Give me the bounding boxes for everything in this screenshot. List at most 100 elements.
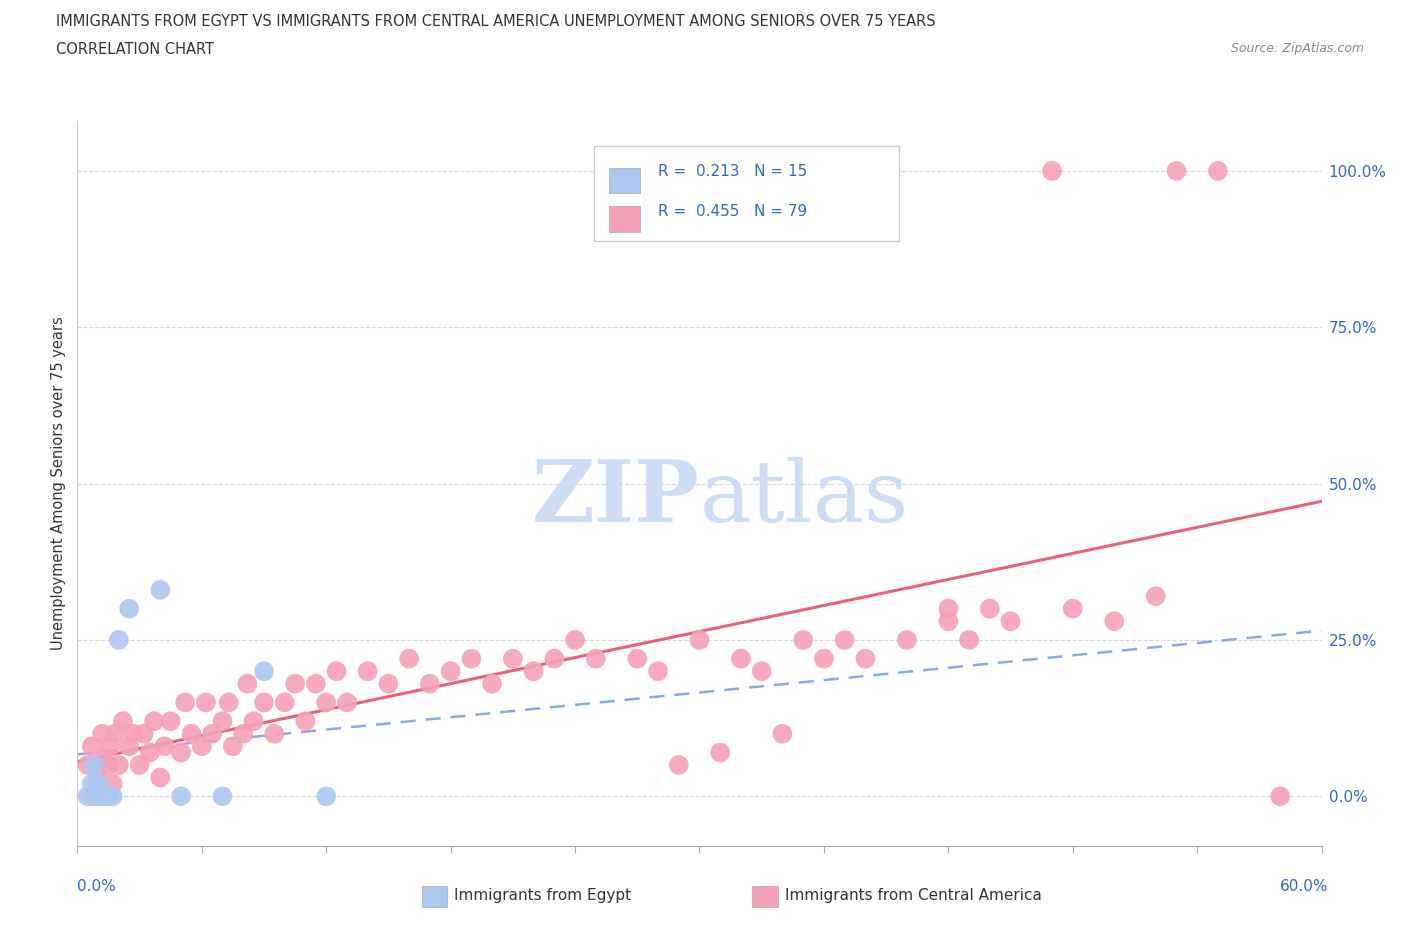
Point (87, 777, 110, 791)
Point (377, 676, 399, 691)
Point (1166, 164, 1188, 179)
Point (91, 726, 114, 741)
Point (440, 664, 463, 679)
Point (523, 664, 546, 679)
Point (284, 676, 307, 691)
Point (938, 601, 960, 616)
Point (263, 726, 285, 741)
Point (101, 789, 124, 804)
Point (143, 714, 166, 729)
Point (87, 770, 110, 785)
Point (253, 664, 276, 679)
Point (211, 714, 233, 729)
Point (325, 664, 347, 679)
Point (218, 695, 240, 710)
Text: CORRELATION CHART: CORRELATION CHART (56, 42, 214, 57)
Point (1062, 601, 1084, 616)
Point (76, 789, 98, 804)
FancyBboxPatch shape (609, 168, 640, 193)
FancyBboxPatch shape (593, 146, 898, 241)
Point (108, 632, 131, 647)
Point (97, 758, 120, 773)
Point (834, 632, 856, 647)
Point (647, 664, 669, 679)
Point (460, 651, 482, 666)
Point (730, 651, 752, 666)
Point (170, 745, 193, 760)
Point (1040, 164, 1063, 179)
Point (1206, 164, 1229, 179)
Point (585, 651, 607, 666)
Text: Source: ZipAtlas.com: Source: ZipAtlas.com (1230, 42, 1364, 55)
Point (502, 651, 524, 666)
Point (83, 789, 105, 804)
Point (128, 758, 150, 773)
Point (668, 758, 690, 773)
Point (1104, 614, 1126, 629)
Text: ZIP: ZIP (531, 456, 700, 540)
Point (153, 738, 176, 753)
Point (170, 789, 193, 804)
Text: 60.0%: 60.0% (1281, 879, 1329, 894)
Point (111, 714, 134, 729)
Point (315, 789, 337, 804)
Point (481, 676, 503, 691)
Text: 0.0%: 0.0% (77, 879, 117, 894)
Point (357, 664, 380, 679)
Point (1000, 614, 1022, 629)
Point (97, 789, 120, 804)
Point (149, 770, 172, 785)
Point (242, 714, 264, 729)
Point (191, 738, 214, 753)
Point (896, 632, 918, 647)
Point (159, 714, 181, 729)
Y-axis label: Unemployment Among Seniors over 75 years: Unemployment Among Seniors over 75 years (51, 317, 66, 650)
Point (76, 758, 98, 773)
Point (689, 632, 711, 647)
Point (274, 695, 297, 710)
Point (108, 758, 131, 773)
Point (101, 777, 124, 791)
Point (194, 695, 217, 710)
Point (174, 695, 197, 710)
Text: atlas: atlas (700, 457, 908, 539)
Point (253, 695, 276, 710)
Point (93, 751, 115, 766)
Text: Immigrants from Egypt: Immigrants from Egypt (454, 888, 631, 903)
Text: Immigrants from Central America: Immigrants from Central America (785, 888, 1042, 903)
Point (139, 745, 162, 760)
Point (80, 738, 103, 753)
Point (543, 651, 565, 666)
Text: R =  0.213   N = 15: R = 0.213 N = 15 (658, 165, 807, 179)
Point (751, 664, 773, 679)
Point (100, 738, 122, 753)
Point (315, 695, 337, 710)
Point (398, 651, 420, 666)
Point (104, 726, 127, 741)
Text: IMMIGRANTS FROM EGYPT VS IMMIGRANTS FROM CENTRAL AMERICA UNEMPLOYMENT AMONG SENI: IMMIGRANTS FROM EGYPT VS IMMIGRANTS FROM… (56, 14, 936, 29)
Point (305, 676, 328, 691)
Point (1144, 589, 1167, 604)
Point (709, 745, 731, 760)
Point (211, 789, 233, 804)
Point (1270, 789, 1292, 804)
Point (83, 758, 105, 773)
Point (957, 632, 980, 647)
Point (118, 601, 141, 616)
Point (294, 714, 316, 729)
Point (813, 651, 835, 666)
Point (792, 632, 814, 647)
Point (118, 738, 141, 753)
Point (122, 726, 145, 741)
Text: R =  0.455   N = 79: R = 0.455 N = 79 (658, 204, 807, 219)
Point (938, 614, 960, 629)
Point (626, 651, 648, 666)
Point (236, 676, 259, 691)
Point (132, 726, 155, 741)
Point (232, 726, 254, 741)
Point (979, 601, 1001, 616)
Point (91, 789, 114, 804)
Point (419, 676, 441, 691)
Point (80, 777, 103, 791)
Point (149, 582, 172, 597)
